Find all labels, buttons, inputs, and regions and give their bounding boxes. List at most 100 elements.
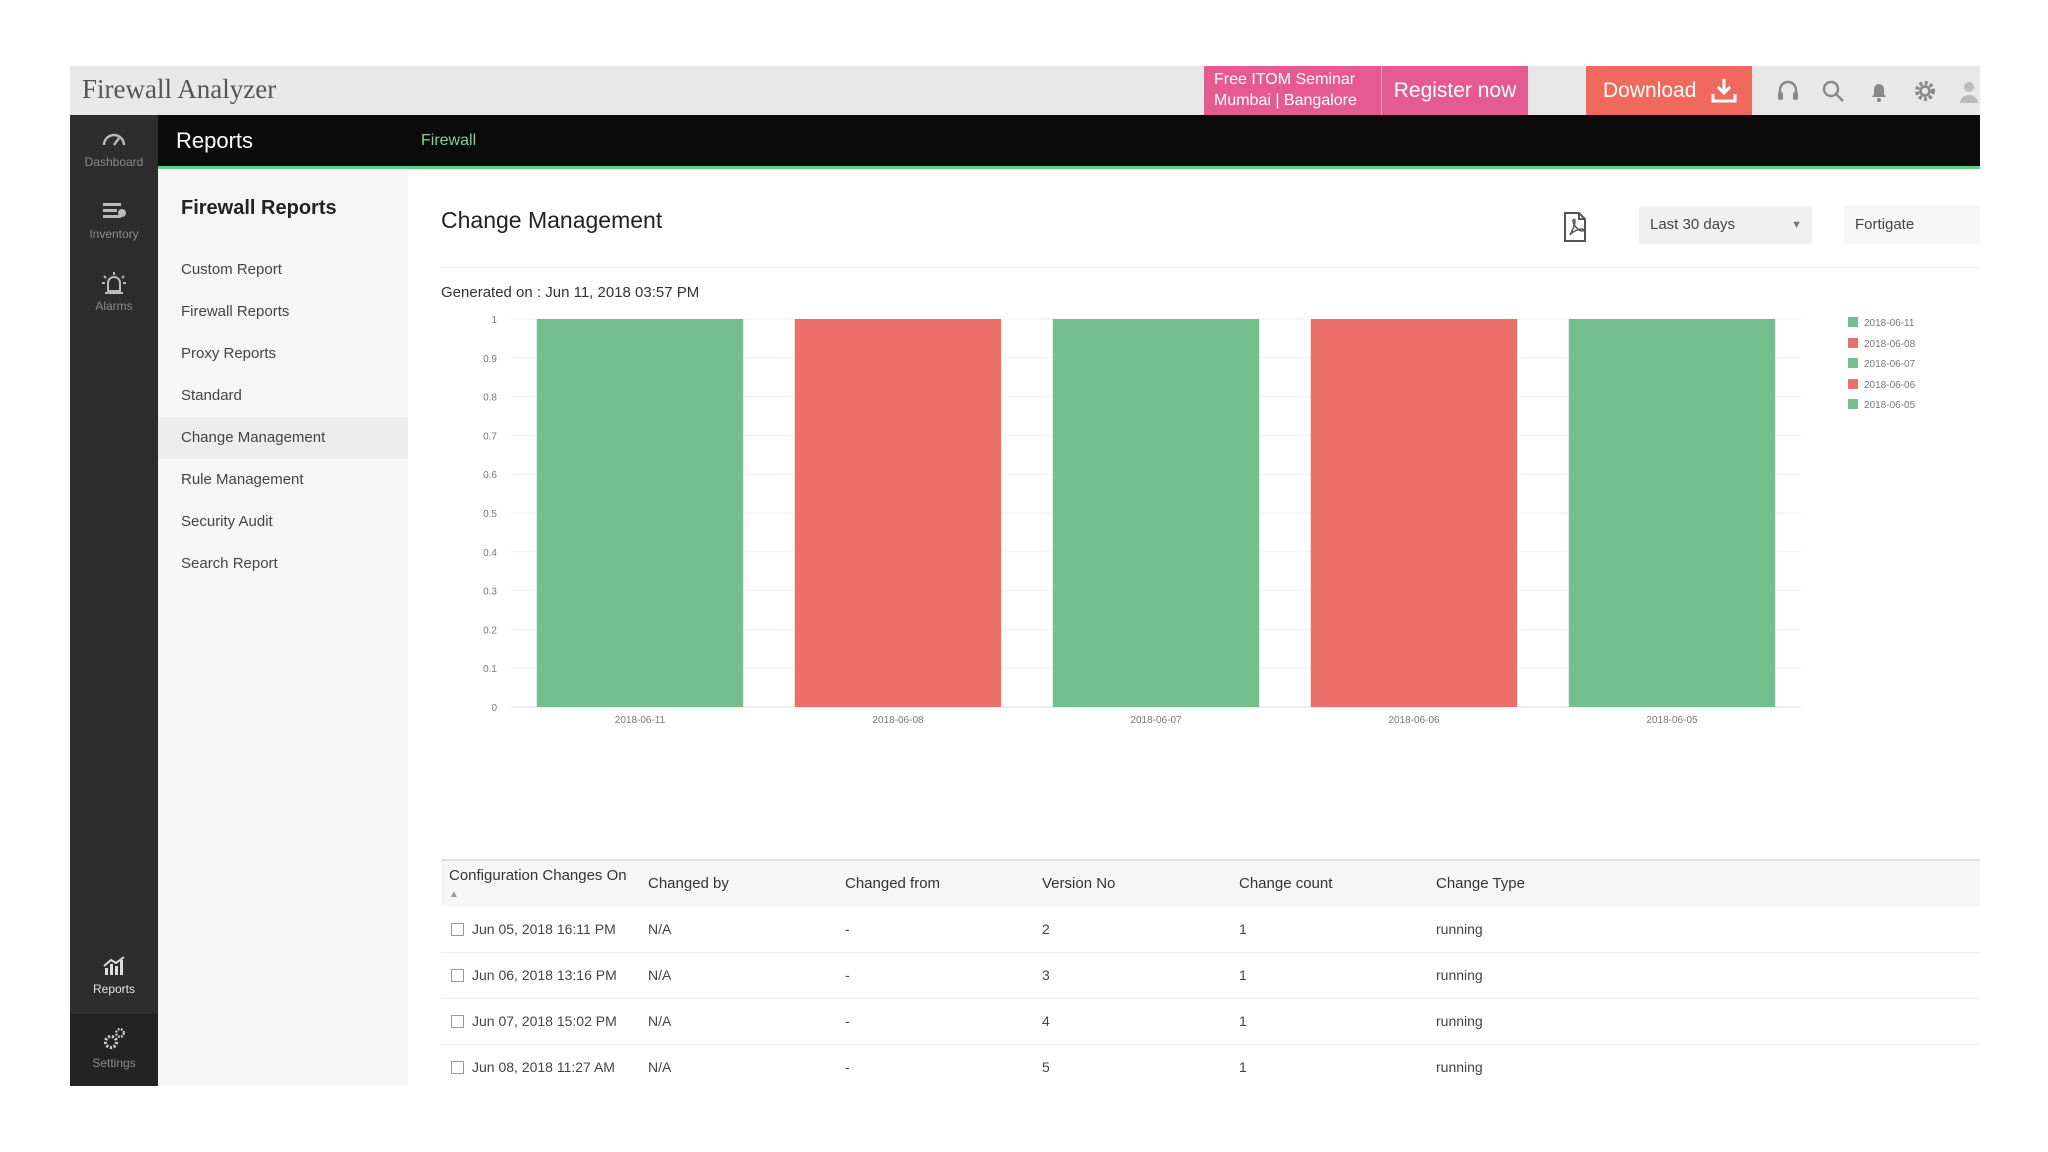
table-row[interactable]: Jun 05, 2018 16:11 PM N/A - 2 1 running	[441, 906, 1980, 952]
nav-alarms-label: Alarms	[95, 299, 133, 313]
table-cell: running	[1428, 906, 1980, 952]
table-row[interactable]: Jun 08, 2018 11:27 AM N/A - 5 1 running	[441, 1044, 1980, 1086]
table-cell: 1	[1231, 1044, 1428, 1086]
changes-table: Configuration Changes On ▲ Changed by Ch…	[441, 859, 1980, 1086]
nav-alarms[interactable]: Alarms	[70, 259, 158, 331]
search-icon[interactable]	[1820, 78, 1846, 104]
submenu-item-proxy-reports[interactable]: Proxy Reports	[181, 345, 277, 362]
y-tick-label: 0.4	[483, 548, 497, 559]
download-icon	[1711, 79, 1737, 103]
nav-settings[interactable]: Settings	[70, 1014, 158, 1086]
y-tick-label: 0.7	[483, 431, 497, 442]
register-now-button[interactable]: Register now	[1382, 66, 1528, 115]
table-cell: 5	[1034, 1044, 1231, 1086]
table-cell: 4	[1034, 998, 1231, 1044]
submenu-item-firewall-reports[interactable]: Firewall Reports	[181, 303, 290, 320]
submenu-item-standard[interactable]: Standard	[181, 387, 242, 404]
nav-settings-label: Settings	[92, 1056, 136, 1070]
nav-reports[interactable]: Reports	[70, 942, 158, 1014]
cell-text: -	[845, 967, 850, 983]
submenu-item-change-management[interactable]: Change Management	[158, 417, 408, 459]
y-tick-label: 0.6	[483, 470, 497, 481]
bell-icon[interactable]	[1866, 78, 1892, 104]
submenu-item-rule-management[interactable]: Rule Management	[181, 471, 304, 488]
legend-entry[interactable]: 2018-06-06	[1848, 376, 1915, 397]
app-title: Firewall Analyzer	[82, 74, 277, 104]
table-cell: 1	[1231, 952, 1428, 998]
legend-entry[interactable]: 2018-06-08	[1848, 335, 1915, 356]
change-bar-chart: 0 0.1 0.2 0.3 0.4 0.5 0.6 0.7 0.8 0.9 1 2018-06-11 2…	[483, 315, 1801, 726]
bar-2018-06-06[interactable]	[1310, 319, 1518, 707]
nav-reports-label: Reports	[92, 982, 136, 996]
bar-2018-06-05[interactable]	[1568, 319, 1776, 707]
legend-entry[interactable]: 2018-06-07	[1848, 355, 1915, 376]
promo-line-2: Mumbai | Bangalore	[1214, 92, 1357, 109]
submenu-title: Firewall Reports	[181, 197, 337, 219]
table-cell: running	[1428, 998, 1980, 1044]
nav-inventory-label: Inventory	[89, 227, 139, 241]
cell-text: N/A	[648, 920, 672, 937]
legend-entry[interactable]: 2018-06-05	[1848, 396, 1915, 417]
divider	[441, 267, 1980, 268]
col-change-type[interactable]: Change Type	[1436, 875, 1525, 892]
download-button[interactable]: Download	[1586, 66, 1752, 115]
bar-2018-06-07[interactable]	[1052, 319, 1260, 707]
table-row[interactable]: Jun 07, 2018 15:02 PM N/A - 4 1 running	[441, 998, 1980, 1044]
submenu-item-security-audit[interactable]: Security Audit	[181, 513, 273, 530]
page-title: Change Management	[441, 207, 663, 233]
bar-2018-06-11[interactable]	[536, 319, 744, 707]
row-checkbox[interactable]	[451, 1061, 464, 1074]
table-row[interactable]: Jun 06, 2018 13:16 PM N/A - 3 1 running	[441, 952, 1980, 998]
row-checkbox[interactable]	[451, 922, 464, 936]
legend-label: 2018-06-11	[1864, 318, 1915, 329]
gear-icon[interactable]	[1912, 78, 1938, 104]
table-cell: running	[1428, 1044, 1980, 1086]
cell-text: running	[1436, 967, 1483, 983]
col-changed-by[interactable]: Changed by	[648, 875, 729, 892]
breadcrumb-firewall[interactable]: Firewall	[421, 132, 477, 149]
table-cell: Jun 07, 2018 15:02 PM	[441, 998, 640, 1044]
cell-text: -	[845, 1013, 850, 1029]
time-range-select[interactable]: Last 30 days ▼	[1639, 206, 1812, 244]
nav-dashboard[interactable]: Dashboard	[70, 115, 158, 187]
download-label: Download	[1603, 79, 1697, 102]
pdf-export-icon[interactable]	[1560, 211, 1590, 243]
chart-legend: 2018-06-11 2018-06-08 2018-06-07 2018-06-06…	[1848, 314, 1915, 417]
main-content: Change Management Last 30 days ▼ Fortiga…	[408, 169, 1980, 1086]
row-checkbox[interactable]	[451, 1015, 464, 1028]
x-tick-label: 2018-06-08	[872, 715, 924, 726]
nav-dashboard-label: Dashboard	[84, 155, 144, 169]
submenu-item-custom-report[interactable]: Custom Report	[181, 261, 282, 278]
table-cell: -	[837, 1044, 1034, 1086]
table-cell: Jun 05, 2018 16:11 PM	[441, 906, 640, 952]
table-cell: 2	[1034, 906, 1231, 952]
cell-text: 1	[1239, 967, 1247, 983]
bar-2018-06-08[interactable]	[794, 319, 1002, 707]
user-icon[interactable]	[1956, 78, 1980, 104]
table-cell: -	[837, 998, 1034, 1044]
changes-table-wrap: Configuration Changes On ▲ Changed by Ch…	[441, 859, 1980, 1086]
chevron-down-icon: ▼	[1791, 219, 1802, 231]
reports-submenu: Firewall Reports Custom Report Firewall …	[158, 169, 408, 1086]
seminar-promo[interactable]: Free ITOM Seminar Mumbai | Bangalore	[1204, 66, 1382, 115]
legend-entry[interactable]: 2018-06-11	[1848, 314, 1915, 335]
x-tick-label: 2018-06-05	[1646, 715, 1698, 726]
top-bar: Firewall Analyzer Free ITOM Seminar Mumb…	[70, 66, 1980, 115]
legend-swatch	[1848, 378, 1858, 389]
device-select[interactable]: Fortigate ▼	[1844, 206, 1980, 244]
col-change-count[interactable]: Change count	[1239, 875, 1333, 892]
cell-text: 2	[1042, 920, 1050, 937]
col-changed-from[interactable]: Changed from	[845, 875, 941, 892]
row-checkbox[interactable]	[451, 969, 464, 982]
col-config-changes-on[interactable]: Configuration Changes On ▲	[449, 866, 627, 900]
headset-icon[interactable]	[1775, 78, 1801, 104]
table-cell: -	[837, 952, 1034, 998]
nav-inventory[interactable]: Inventory	[70, 187, 158, 259]
submenu-item-search-report[interactable]: Search Report	[181, 555, 278, 572]
y-tick-label: 0.5	[483, 509, 497, 520]
cell-text: 3	[1042, 967, 1050, 983]
legend-swatch	[1848, 399, 1858, 409]
col-version-no[interactable]: Version No	[1042, 875, 1116, 892]
section-title: Reports	[176, 128, 254, 153]
device-value: Fortigate	[1855, 216, 1915, 233]
